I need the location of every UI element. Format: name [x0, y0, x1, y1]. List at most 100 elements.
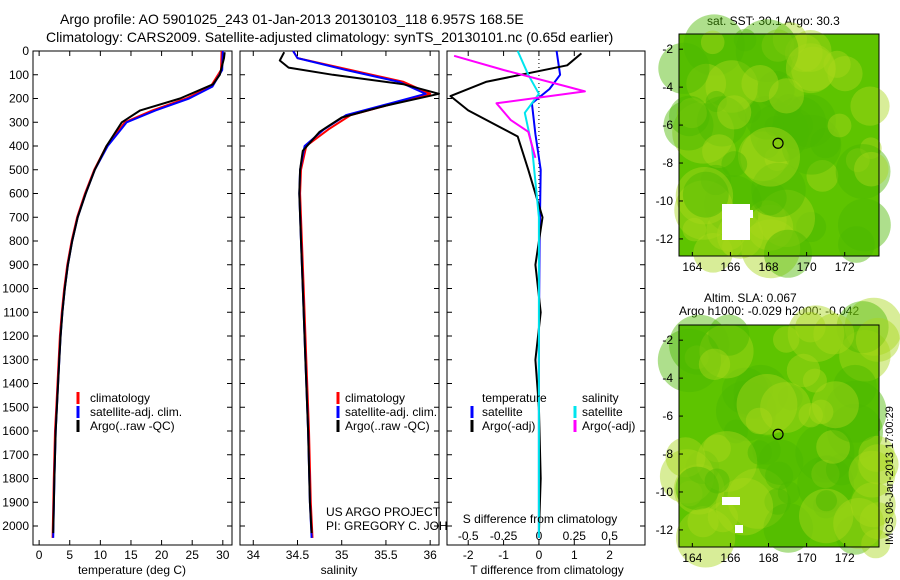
map-texture — [686, 63, 727, 104]
map-x-tick-label: 170 — [797, 260, 817, 274]
map-texture — [687, 506, 719, 538]
y-tick-label: 500 — [9, 163, 29, 177]
map-texture — [784, 34, 823, 73]
map-texture — [740, 127, 800, 187]
map-texture — [737, 99, 762, 124]
map-texture — [724, 419, 748, 444]
y-tick-label: 1100 — [3, 305, 29, 319]
map-texture — [827, 403, 883, 460]
map-x-tick-label: 168 — [759, 551, 779, 565]
legend-title-temperature: temperature — [482, 391, 547, 405]
x-tick-label: 34 — [247, 548, 261, 562]
map-texture — [806, 160, 839, 192]
map-texture — [811, 459, 840, 489]
y-tick-label: 1500 — [2, 400, 29, 414]
map-texture — [682, 217, 707, 242]
salinity-plot-frame — [239, 50, 440, 546]
map-texture — [785, 43, 836, 94]
legend-label-s-satellite: satellite — [582, 405, 623, 419]
x-tick-label: 25 — [186, 548, 200, 562]
difference-xlabel: T difference from climatology — [470, 563, 624, 577]
land-patch — [722, 204, 750, 240]
map-y-tick-label: -6 — [662, 409, 673, 423]
map-texture — [675, 167, 734, 225]
map-texture — [721, 367, 769, 415]
difference-plot-frame — [446, 50, 646, 546]
map-texture — [772, 96, 827, 150]
map-y-tick-label: -2 — [662, 42, 673, 56]
x-tick-label: 0 — [536, 548, 543, 562]
map-texture — [665, 437, 706, 478]
map-texture — [763, 503, 814, 553]
map-texture — [741, 65, 779, 103]
map-texture — [721, 151, 748, 177]
map-texture — [659, 449, 715, 504]
map-texture — [658, 42, 710, 94]
map-x-tick-label: 172 — [835, 551, 855, 565]
map-texture — [799, 488, 854, 544]
map-texture — [789, 30, 832, 72]
map-frame — [678, 324, 880, 548]
legend-title-salinity: salinity — [582, 391, 619, 405]
map-texture — [783, 94, 836, 148]
map-texture — [781, 114, 842, 175]
map-texture — [722, 236, 743, 257]
y-tick-label: 1300 — [2, 353, 29, 367]
series-line-2 — [52, 52, 226, 534]
map-texture — [685, 450, 720, 485]
legend-label-climatology: climatology — [90, 391, 150, 405]
map-y-tick-label: -4 — [662, 371, 673, 385]
float-position-marker — [772, 428, 784, 440]
map-x-tick-label: 166 — [720, 260, 740, 274]
y-tick-label: 400 — [9, 139, 29, 153]
map-texture — [676, 480, 703, 507]
map-texture — [693, 233, 733, 273]
x-tick-label: 2 — [606, 548, 613, 562]
map-x-tick-label: 166 — [720, 551, 740, 565]
map-texture — [696, 431, 758, 492]
map-texture — [772, 22, 808, 57]
x2-tick-label: 0.5 — [601, 529, 618, 543]
legend-label-climatology: climatology — [345, 391, 405, 405]
y-tick-label: 800 — [9, 234, 29, 248]
map-texture — [824, 380, 887, 443]
y-tick-label: 1900 — [2, 495, 29, 509]
legend-label-satellite: satellite-adj. clim. — [90, 405, 182, 419]
map-texture — [702, 134, 736, 169]
map-texture — [676, 97, 707, 129]
map-texture — [823, 50, 851, 78]
map-texture — [791, 46, 836, 92]
map-y-tick-label: -10 — [656, 485, 674, 499]
difference-legend: temperature salinity satellite Argo(-adj… — [470, 391, 635, 433]
map-texture — [707, 501, 739, 533]
map-y-tick-label: -12 — [656, 523, 674, 537]
map-texture — [808, 399, 834, 425]
map-texture — [838, 226, 875, 263]
map-texture — [844, 297, 900, 356]
x-tick-label: 35 — [335, 548, 349, 562]
y-tick-label: 600 — [9, 187, 29, 201]
map-texture — [761, 29, 794, 62]
map-texture — [833, 364, 877, 409]
sst-map: sat. SST: 30.1 Argo: 30.3 164 166 168 170 17… — [656, 14, 891, 279]
map-texture — [825, 453, 858, 486]
map-texture — [797, 456, 854, 513]
map-texture — [764, 229, 812, 278]
series-line-2 — [516, 50, 540, 538]
legend-label-argo: Argo(..raw -QC) — [90, 419, 175, 433]
map-texture — [798, 403, 823, 428]
y-tick-label: 1600 — [2, 424, 29, 438]
y-tick-label: 300 — [9, 115, 29, 129]
map-texture — [746, 200, 787, 241]
x2-tick-label: -0.5 — [458, 529, 479, 543]
temperature-legend: climatology satellite-adj. clim. Argo(..… — [76, 391, 182, 433]
legend-label-satellite: satellite-adj. clim. — [345, 405, 437, 419]
map-texture — [703, 434, 731, 463]
map-texture — [811, 381, 859, 429]
map-texture — [696, 96, 748, 147]
map-texture — [858, 435, 895, 472]
map-texture — [861, 529, 891, 559]
map-texture — [854, 151, 889, 187]
